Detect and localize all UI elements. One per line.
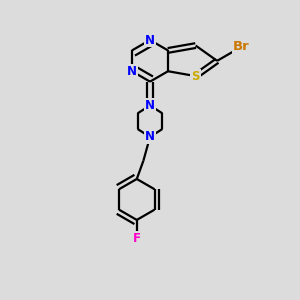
Text: F: F (133, 232, 141, 245)
Text: N: N (127, 65, 137, 78)
Text: N: N (145, 34, 155, 46)
Text: N: N (145, 130, 155, 143)
Text: Br: Br (233, 40, 250, 53)
Text: S: S (191, 70, 200, 83)
Text: N: N (145, 99, 155, 112)
